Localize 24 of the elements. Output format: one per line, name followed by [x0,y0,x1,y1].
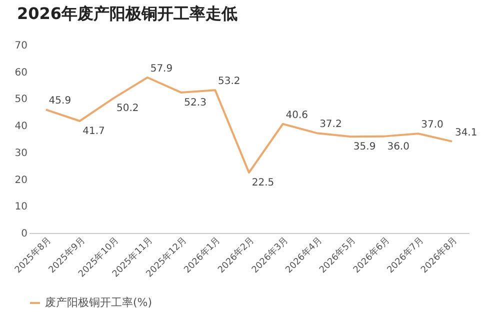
data-label: 52.3 [184,98,206,109]
y-tick-label: 50 [14,94,28,106]
data-label: 36.0 [387,141,410,152]
y-tick-label: 20 [14,174,28,186]
data-label: 57.9 [150,63,173,74]
data-label: 35.9 [353,142,376,153]
data-label: 45.9 [48,96,72,107]
y-tick-label: 40 [14,121,28,132]
line-series [44,76,454,174]
y-tick-label: 10 [14,202,28,213]
data-label: 41.7 [82,126,105,138]
data-label: 40.6 [286,110,308,121]
data-label: 37.0 [421,120,444,131]
data-label: 50.2 [116,103,139,114]
y-tick-label: 70 [14,40,28,52]
y-tick-label: 30 [14,148,28,159]
y-tick-label: 60 [14,67,28,78]
y-tick-label: 0 [21,228,28,240]
data-label: 53.2 [218,76,240,88]
legend-label: 废产阳极铜开工率(%) [45,296,152,309]
data-label: 37.2 [320,119,342,130]
chart-title: 2026年废产阳极铜开工率走低 [17,4,238,23]
data-label: 34.1 [454,127,478,138]
data-label: 22.5 [252,178,274,189]
